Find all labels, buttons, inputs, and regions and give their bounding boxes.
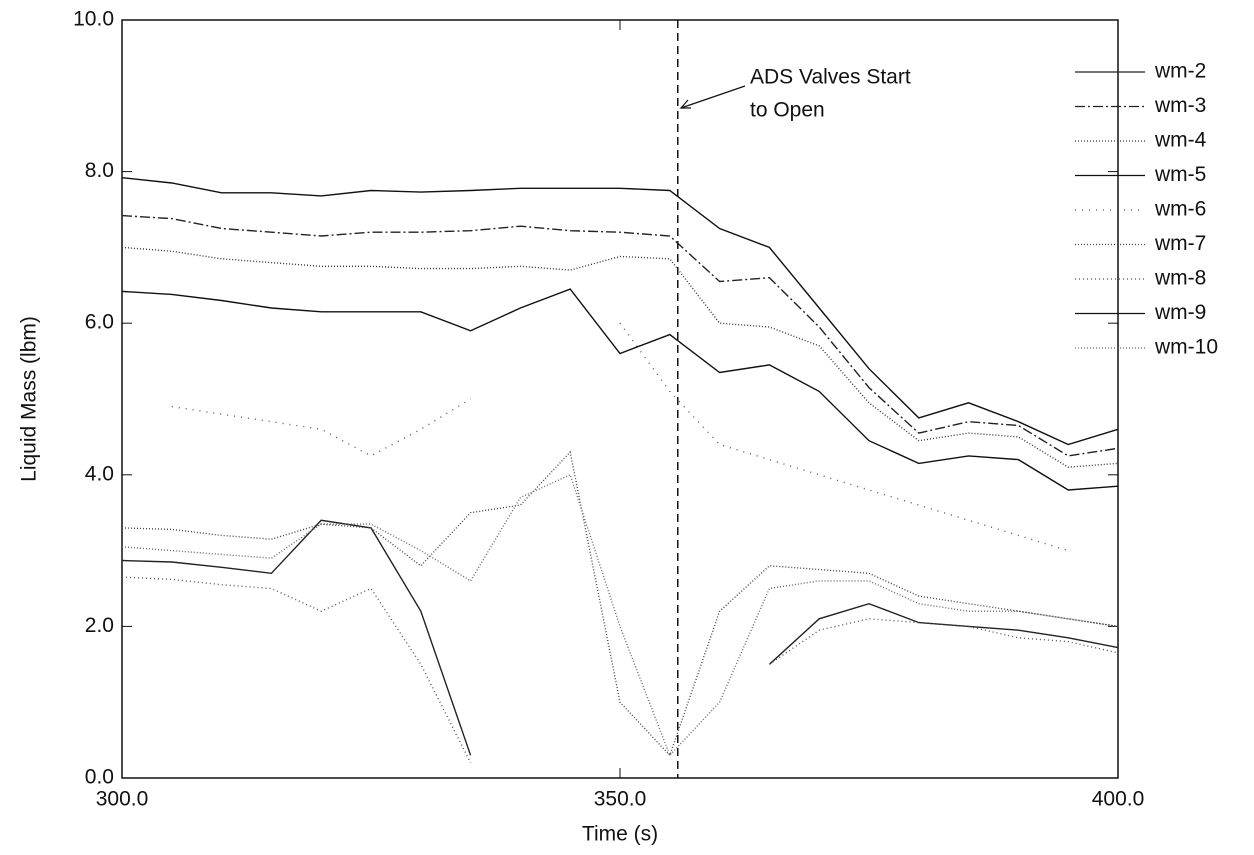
legend-label: wm-6 (1154, 198, 1206, 221)
series-line (121, 214, 1119, 457)
series-line (121, 519, 1119, 756)
series-line (121, 473, 1119, 757)
legend-label: wm-3 (1154, 94, 1206, 117)
series-line (121, 246, 1119, 468)
x-tick-label: 350.0 (594, 788, 647, 811)
x-axis-label: Time (s) (582, 823, 658, 846)
series-line (121, 450, 1119, 757)
legend-label: wm-10 (1154, 336, 1218, 359)
legend-label: wm-9 (1154, 301, 1206, 324)
annotation-arrow (680, 85, 746, 109)
y-tick-label: 8.0 (85, 159, 114, 182)
legend-label: wm-5 (1154, 163, 1206, 186)
legend-label: wm-4 (1154, 129, 1207, 152)
y-tick-label: 6.0 (85, 311, 114, 334)
legend-label: wm-7 (1154, 232, 1206, 255)
legend-label: wm-2 (1154, 60, 1206, 83)
x-tick-label: 400.0 (1092, 788, 1145, 811)
y-tick-label: 10.0 (73, 8, 114, 31)
legend-label: wm-8 (1154, 267, 1206, 290)
y-tick-label: 2.0 (85, 614, 114, 637)
annotation-text: ADS Valves Start (750, 66, 911, 89)
series-line (121, 288, 1119, 491)
series-line (121, 177, 1119, 446)
series-line (171, 322, 1069, 552)
y-tick-label: 0.0 (85, 766, 114, 789)
plot-frame (121, 19, 1119, 779)
y-axis-label: Liquid Mass (lbm) (18, 316, 41, 482)
annotation-arrowhead (679, 99, 691, 109)
y-tick-label: 4.0 (85, 462, 114, 485)
annotation-text: to Open (750, 99, 825, 122)
x-tick-label: 300.0 (96, 788, 149, 811)
series-line (121, 576, 1119, 764)
